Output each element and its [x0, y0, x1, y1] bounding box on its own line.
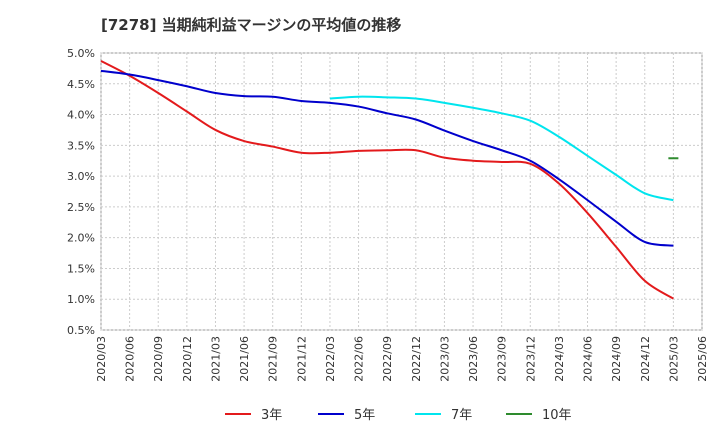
axis-layer: 0.5% 1.0% 1.5% 2.0% 2.5% 3.0% 3.5% 4.0% 4.5% 5.0%… — [67, 47, 709, 382]
plot-border — [100, 52, 703, 331]
x-tick-label: 2025/06 — [696, 336, 709, 382]
x-tick-label: 2021/03 — [209, 336, 222, 382]
y-tick-label: 5.0% — [67, 47, 95, 60]
x-tick-label: 2023/12 — [524, 336, 537, 382]
series-line-2 — [100, 69, 674, 247]
y-tick-label: 3.5% — [67, 139, 95, 152]
legend-label: 5年 — [354, 408, 375, 423]
x-tick-label: 2025/03 — [667, 336, 680, 382]
chart-title: [7278] 当期純利益マージンの平均値の推移 — [101, 16, 402, 34]
y-tick-label: 1.5% — [67, 262, 95, 275]
y-tick-label: 4.5% — [67, 78, 95, 91]
x-tick-label: 2022/09 — [381, 336, 394, 382]
x-tick-label: 2020/09 — [152, 336, 165, 382]
x-tick-label: 2024/09 — [610, 336, 623, 382]
x-tick-label: 2023/03 — [438, 336, 451, 382]
legend: 3年 5年 7年 10年 — [225, 408, 572, 423]
series-line-1 — [100, 60, 674, 300]
grid-layer — [100, 52, 703, 331]
x-tick-label: 2024/06 — [582, 336, 595, 382]
x-tick-label: 2022/06 — [353, 336, 366, 382]
x-tick-label: 2020/06 — [124, 336, 137, 382]
series-layer — [100, 60, 679, 300]
x-tick-label: 2021/09 — [267, 336, 280, 382]
x-tick-label: 2020/03 — [95, 336, 108, 382]
series-line-3 — [329, 95, 674, 202]
x-tick-label: 2024/12 — [639, 336, 652, 382]
x-tick-label: 2021/06 — [238, 336, 251, 382]
legend-label: 3年 — [261, 408, 282, 423]
x-tick-label: 2022/03 — [324, 336, 337, 382]
y-tick-label: 0.5% — [67, 324, 95, 337]
x-tick-label: 2024/03 — [553, 336, 566, 382]
y-tick-label: 4.0% — [67, 109, 95, 122]
x-tick-label: 2022/12 — [410, 336, 423, 382]
legend-label: 10年 — [542, 408, 572, 423]
x-tick-label: 2020/12 — [181, 336, 194, 382]
x-tick-label: 2023/09 — [496, 336, 509, 382]
y-tick-label: 2.0% — [67, 232, 95, 245]
legend-label: 7年 — [451, 408, 472, 423]
y-tick-label: 1.0% — [67, 293, 95, 306]
y-tick-label: 2.5% — [67, 201, 95, 214]
x-tick-label: 2023/06 — [467, 336, 480, 382]
y-tick-label: 3.0% — [67, 170, 95, 183]
x-tick-label: 2021/12 — [295, 336, 308, 382]
